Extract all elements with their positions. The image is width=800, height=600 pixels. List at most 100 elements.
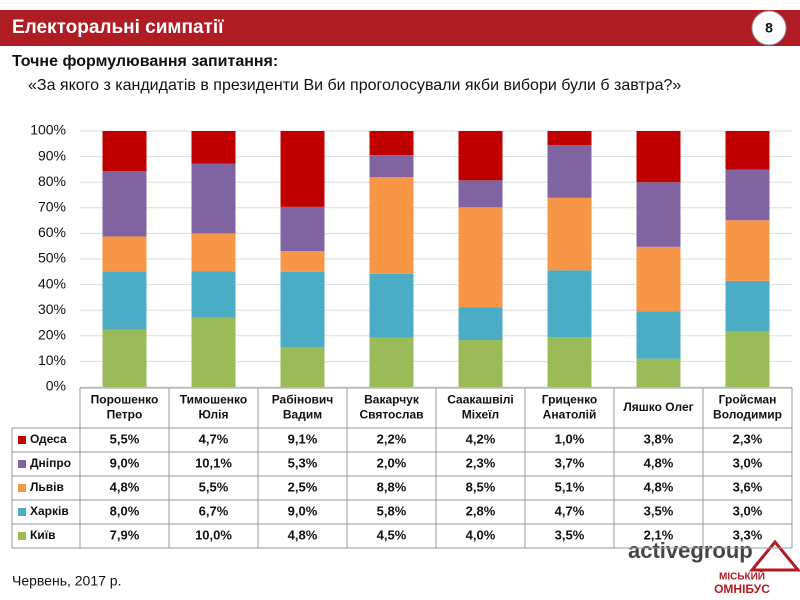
x-tick-label: Саакашвілі Міхеїл [447,393,514,422]
x-tick-label: Тимошенко Юлія [180,393,247,422]
bar-segment [102,236,147,272]
badge-line2: ОМНІБУС [714,582,770,596]
bar-segment [547,145,592,198]
bar-segment [102,329,147,387]
table-value: 4,8% [110,479,140,494]
bar-segment [547,131,592,146]
table-value: 3,5% [644,503,674,518]
y-tick-label: 50% [38,250,66,266]
legend-swatch [18,508,26,516]
bar-segment [458,180,503,208]
bar-segment [191,233,236,272]
legend-label: Одеса [30,432,67,446]
y-tick-label: 60% [38,224,66,240]
y-tick-label: 20% [38,327,66,343]
bar-segment [458,207,503,308]
legend-label: Львів [30,480,64,494]
table-value: 4,5% [377,527,407,542]
table-value: 8,0% [110,503,140,518]
x-tick-label: Рабінович Вадим [272,393,334,422]
bar-segment [102,271,147,330]
y-tick-label: 80% [38,173,66,189]
y-tick-label: 40% [38,275,66,291]
x-tick-label: Вакарчук Святослав [359,393,423,422]
question-text: «За якого з кандидатів в президенти Ви б… [28,77,681,94]
table-value: 9,0% [288,503,318,518]
bar-segment [369,337,414,387]
header-title: Електоральні симпатії [12,17,224,38]
table-value: 2,8% [466,503,496,518]
bar-segment [725,131,770,170]
legend-label: Київ [30,528,55,542]
bar-segment [636,131,681,183]
table-value: 2,0% [377,455,407,470]
table-value: 4,8% [644,479,674,494]
table-value: 2,5% [288,479,318,494]
table-value: 5,8% [377,503,407,518]
bar-segment [725,280,770,332]
bar-segment [102,131,147,171]
bar-segment [369,155,414,178]
bar-segment [369,273,414,338]
table-value: 9,0% [110,455,140,470]
bar-segment [547,197,592,271]
bar-segment [102,171,147,237]
y-tick-label: 100% [30,122,66,138]
bar-segment [725,220,770,281]
bar-segment [369,131,414,156]
question-label: Точне формулювання запитання: [12,53,278,70]
y-tick-label: 0% [46,378,66,394]
table-value: 3,7% [555,455,585,470]
legend-swatch [18,436,26,444]
table-value: 2,3% [733,431,763,446]
logo-icon [748,539,800,572]
header-bar [0,10,800,46]
bar-segment [280,346,325,387]
logo: activegroup [628,538,753,563]
bar-segment [458,307,503,341]
bar-segment [458,131,503,181]
bar-segment [191,131,236,164]
bar-segment [636,182,681,247]
bar-segment [636,311,681,359]
legend-swatch [18,532,26,540]
table-value: 8,5% [466,479,496,494]
table-value: 4,7% [199,431,229,446]
table-value: 3,6% [733,479,763,494]
legend-label: Харків [30,504,69,518]
table-value: 3,0% [733,503,763,518]
bar-segment [280,131,325,207]
bar-segment [191,163,236,234]
table-value: 3,3% [733,527,763,542]
bar-segment [725,331,770,387]
page-number: 8 [765,20,773,36]
table-value: 10,1% [195,455,232,470]
table-value: 3,0% [733,455,763,470]
badge-line1: МІСЬКИЙ [719,570,765,583]
table-value: 4,8% [288,527,318,542]
legend-swatch [18,460,26,468]
bar-segment [725,169,770,221]
table-value: 4,7% [555,503,585,518]
table-value: 4,2% [466,431,496,446]
bar-segment [636,246,681,312]
bar-segment [191,271,236,318]
table-value: 5,5% [199,479,229,494]
bar-segment [280,251,325,272]
bar-segment [280,206,325,252]
table-value: 4,8% [644,455,674,470]
table-value: 2,3% [466,455,496,470]
table-value: 4,0% [466,527,496,542]
footer-date: Червень, 2017 р. [12,573,121,589]
x-tick-label: Гриценко Анатолій [542,393,598,422]
table-value: 2,1% [644,527,674,542]
bar-segment [369,177,414,274]
y-tick-label: 90% [38,147,66,163]
table-value: 5,5% [110,431,140,446]
bar-segment [280,271,325,347]
table-value: 3,5% [555,527,585,542]
y-tick-label: 70% [38,199,66,215]
legend-swatch [18,484,26,492]
